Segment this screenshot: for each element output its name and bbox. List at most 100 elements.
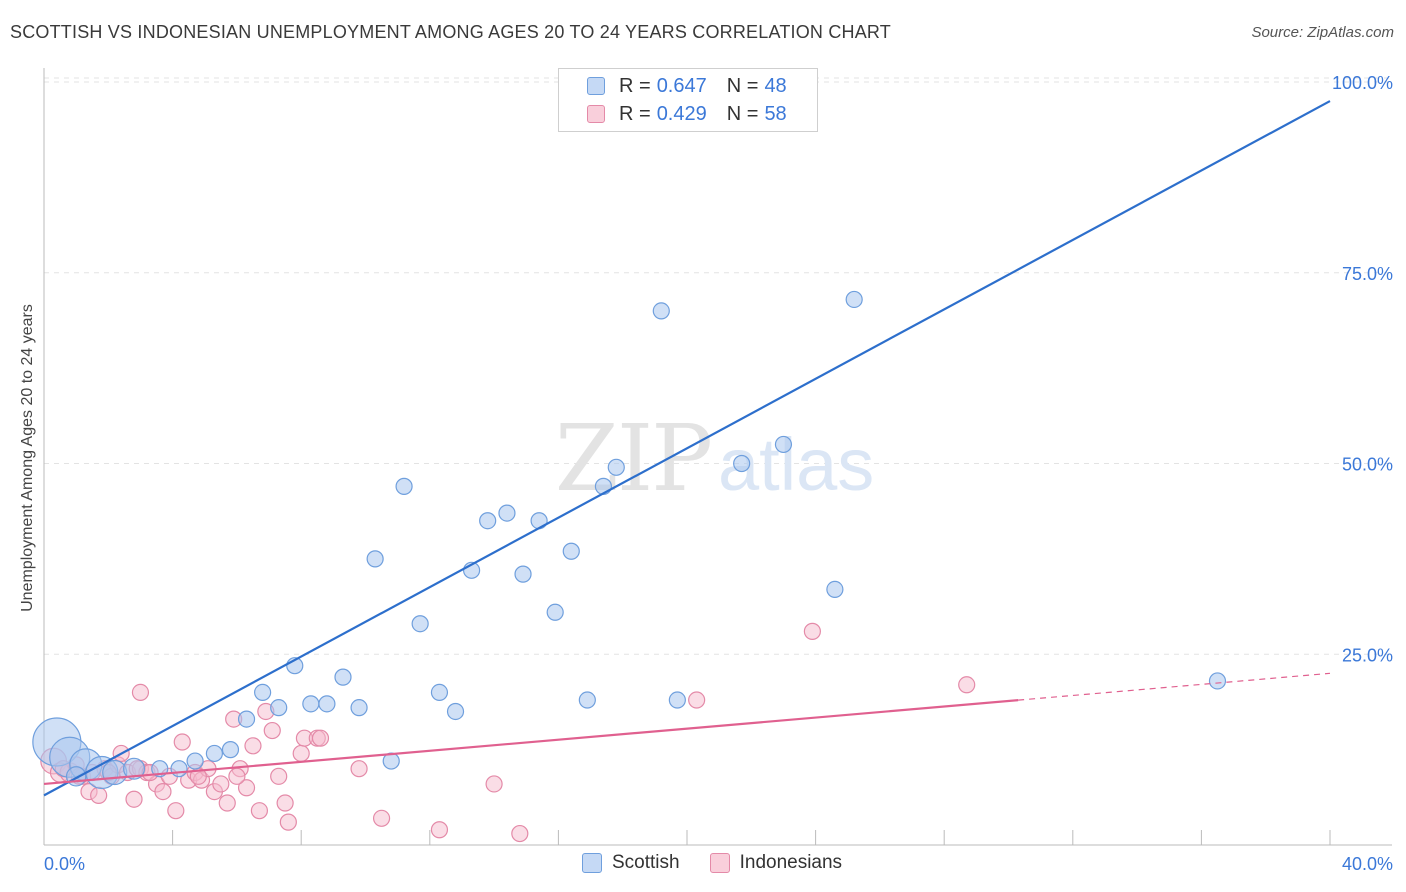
indonesian-point	[212, 775, 230, 793]
scottish-point	[395, 477, 413, 495]
scottish-point	[254, 683, 272, 702]
legend-n-label: N =	[726, 102, 759, 125]
scottish-point	[607, 458, 625, 476]
tick-labels: 25.0% 50.0% 75.0% 100.0% 0.0% 40.0%	[44, 73, 1393, 874]
scottish-point	[302, 695, 320, 713]
scottish-point	[350, 699, 368, 717]
indonesian-point	[311, 729, 330, 747]
scottish-point	[170, 760, 188, 778]
watermark: ZIP atlas	[555, 405, 874, 512]
scottish-point	[221, 741, 240, 759]
legend-r-label: R =	[619, 102, 651, 125]
scottish-point	[546, 603, 564, 621]
legend-n-value: 58	[764, 102, 787, 125]
indonesian-point	[154, 782, 172, 801]
points	[32, 69, 1227, 843]
indonesian-trend-extension	[1018, 672, 1331, 701]
scottish-point	[668, 691, 686, 709]
trend-lines	[43, 100, 1331, 797]
scottish-point	[366, 550, 384, 568]
indonesian-point	[125, 790, 143, 808]
scottish-point	[446, 702, 465, 721]
indonesian-point	[511, 824, 529, 843]
scottish-point	[123, 757, 146, 780]
legend-n-label: N =	[726, 74, 759, 97]
scottish-point	[411, 615, 429, 633]
series-legend: Scottish Indonesians	[582, 852, 872, 874]
axes	[43, 68, 1392, 846]
indonesian-point	[244, 737, 262, 755]
indonesian-point	[263, 721, 281, 740]
series-legend-indonesians[interactable]: Indonesians	[709, 852, 843, 874]
y-tick-label: 50.0%	[1342, 455, 1393, 475]
indonesian-point	[485, 775, 503, 793]
scottish-point	[430, 683, 449, 702]
series-legend-label: Indonesians	[739, 852, 843, 873]
indonesian-point	[276, 794, 294, 812]
series-legend-label: Scottish	[612, 852, 680, 873]
scottish-point	[102, 759, 128, 786]
scottish-point	[205, 744, 223, 763]
scottish-point	[334, 668, 352, 686]
x-tick-label: 40.0%	[1342, 854, 1393, 874]
scottish-point	[652, 302, 670, 320]
grid-layer	[44, 77, 1392, 655]
scottish-point	[514, 565, 532, 583]
scottish-point	[65, 766, 87, 787]
scottish-point	[594, 477, 613, 495]
legend-r-value: 0.429	[656, 102, 707, 125]
scottish-point	[237, 710, 256, 728]
y-tick-label: 100.0%	[1332, 73, 1393, 93]
scottish-point	[498, 504, 516, 522]
indonesian-point	[218, 794, 236, 812]
scottish-point	[826, 580, 844, 598]
indonesian-point	[279, 813, 297, 831]
indonesian-point	[372, 809, 391, 827]
indonesian-point	[270, 767, 288, 785]
indonesian-swatch	[587, 105, 605, 123]
indonesian-point	[228, 767, 246, 785]
indonesian-point	[803, 622, 821, 640]
scottish-point	[318, 695, 336, 713]
indonesian-point	[250, 802, 269, 820]
indonesian-point	[131, 683, 150, 702]
scottish-point	[270, 699, 288, 717]
scottish-point	[479, 512, 497, 530]
indonesian-point	[173, 733, 191, 751]
scottish-point	[774, 435, 793, 454]
legend: R = 0.647 N = 48 R = 0.429 N = 58	[558, 68, 818, 132]
indonesian-point	[350, 760, 368, 778]
scottish-swatch	[587, 77, 605, 95]
scottish-point	[578, 691, 596, 709]
indonesian-point	[958, 676, 976, 694]
legend-row-scottish: R = 0.647 N = 48	[559, 73, 787, 99]
indonesian-point	[430, 821, 449, 839]
indonesian-trend-line	[43, 699, 1019, 786]
legend-row-indonesians: R = 0.429 N = 58	[559, 101, 787, 127]
x-tick-label: 0.0%	[44, 854, 85, 874]
series-legend-scottish[interactable]: Scottish	[582, 852, 680, 874]
legend-r-value: 0.647	[656, 74, 707, 97]
chart-title: SCOTTISH VS INDONESIAN UNEMPLOYMENT AMON…	[10, 22, 892, 42]
scottish-point	[845, 290, 863, 309]
scottish-point	[530, 512, 548, 530]
scottish-point	[186, 752, 204, 770]
source-label: Source: ZipAtlas.com	[1251, 24, 1394, 41]
legend-r-label: R =	[619, 74, 651, 97]
scottish-point	[1208, 672, 1227, 690]
y-tick-label: 25.0%	[1342, 645, 1393, 665]
indonesian-point	[688, 691, 706, 709]
indonesian-point	[237, 779, 256, 797]
indonesian-swatch	[709, 853, 730, 873]
scottish-point	[733, 454, 751, 473]
scottish-trend-line	[43, 100, 1331, 797]
legend-n-value: 48	[764, 74, 787, 97]
indonesian-point	[90, 786, 108, 805]
watermark-zip: ZIP	[555, 405, 711, 512]
scottish-point	[562, 542, 580, 560]
y-tick-label: 75.0%	[1342, 264, 1393, 284]
scottish-swatch	[582, 853, 602, 873]
indonesian-point	[167, 802, 185, 820]
indonesian-point	[292, 744, 310, 763]
